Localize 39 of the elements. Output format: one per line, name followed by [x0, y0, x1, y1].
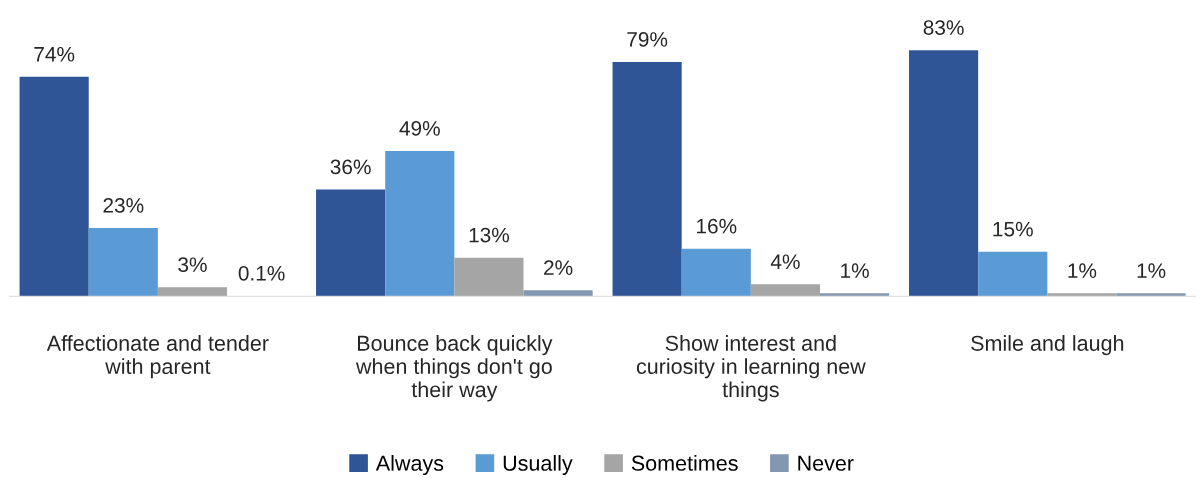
bar	[681, 248, 751, 297]
data-label: 2%	[544, 260, 573, 275]
data-label: 36%	[330, 159, 371, 175]
legend-label: Always	[375, 455, 444, 476]
data-label: 79%	[627, 32, 668, 47]
data-label: 74%	[34, 46, 75, 62]
legend-label: Usually	[503, 455, 573, 476]
data-label: 16%	[697, 218, 737, 234]
data-label: 23%	[103, 198, 144, 213]
x-tick-label: Show interest and curiosity in learning new things	[636, 335, 866, 402]
bar	[19, 76, 89, 297]
data-label: 1%	[841, 263, 869, 278]
data-label: 0.1%	[238, 265, 285, 281]
bar	[523, 290, 593, 297]
data-label: 1%	[1137, 263, 1166, 278]
data-label: 13%	[469, 227, 510, 243]
bar	[88, 228, 158, 297]
bar	[1116, 293, 1186, 297]
data-label: 3%	[178, 257, 207, 273]
bar	[750, 284, 820, 297]
legend-label: Never	[798, 455, 854, 471]
bar	[978, 251, 1048, 297]
data-label: 49%	[399, 120, 440, 136]
data-label: 15%	[993, 221, 1033, 237]
bar	[909, 50, 979, 297]
legend-label: Sometimes	[631, 455, 738, 471]
bar	[820, 293, 890, 297]
bar	[316, 189, 386, 297]
bar	[612, 62, 682, 297]
x-tick-label: Smile and laugh	[971, 335, 1124, 356]
bar	[385, 150, 455, 297]
x-tick-label: Affectionate and tender with parent	[46, 335, 269, 379]
data-label: 4%	[770, 254, 800, 270]
data-label: 1%	[1068, 263, 1097, 278]
data-label: 83%	[923, 20, 964, 35]
bar	[454, 257, 524, 297]
bar	[1047, 293, 1117, 297]
x-tick-label: Bounce back quickly when things don't go their way	[355, 335, 553, 402]
bar	[157, 287, 228, 297]
